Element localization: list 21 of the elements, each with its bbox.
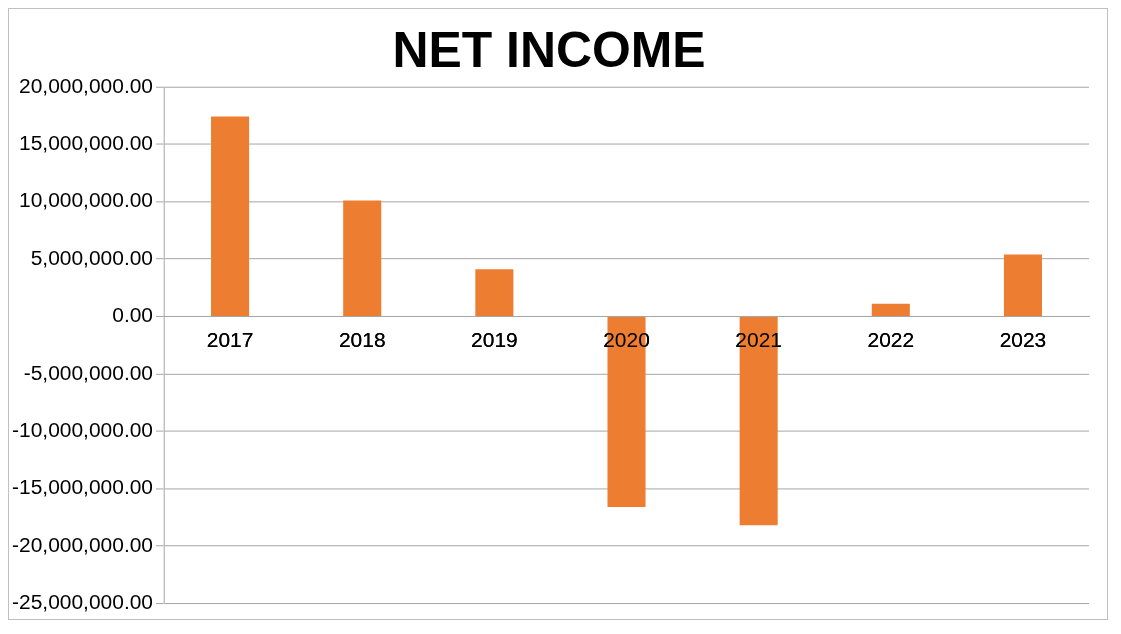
bar xyxy=(1003,254,1042,316)
chart-title: NET INCOME xyxy=(392,21,706,78)
y-tick-label: -10,000,000.00 xyxy=(12,418,154,441)
y-tick-label: 20,000,000.00 xyxy=(19,73,154,97)
y-tick-label: 15,000,000.00 xyxy=(19,130,154,154)
x-tick-label: 2023 xyxy=(999,327,1047,351)
x-tick-label: 2017 xyxy=(206,327,254,351)
y-tick-label: -5,000,000.00 xyxy=(23,360,154,384)
bar xyxy=(871,303,910,316)
x-tick-label: 2018 xyxy=(338,327,386,351)
bar xyxy=(475,269,514,316)
y-tick-label: 0.00 xyxy=(112,303,154,327)
bar xyxy=(211,116,250,316)
y-tick-label: 5,000,000.00 xyxy=(30,245,154,269)
bar xyxy=(343,200,382,316)
y-tick-label: -25,000,000.00 xyxy=(12,590,154,614)
x-tick-label: 2022 xyxy=(867,327,915,351)
y-tick-label: -20,000,000.00 xyxy=(12,532,154,556)
y-tick-label: -15,000,000.00 xyxy=(12,475,154,499)
x-tick-label: 2019 xyxy=(471,327,518,351)
y-tick-label: 10,000,000.00 xyxy=(19,188,154,212)
